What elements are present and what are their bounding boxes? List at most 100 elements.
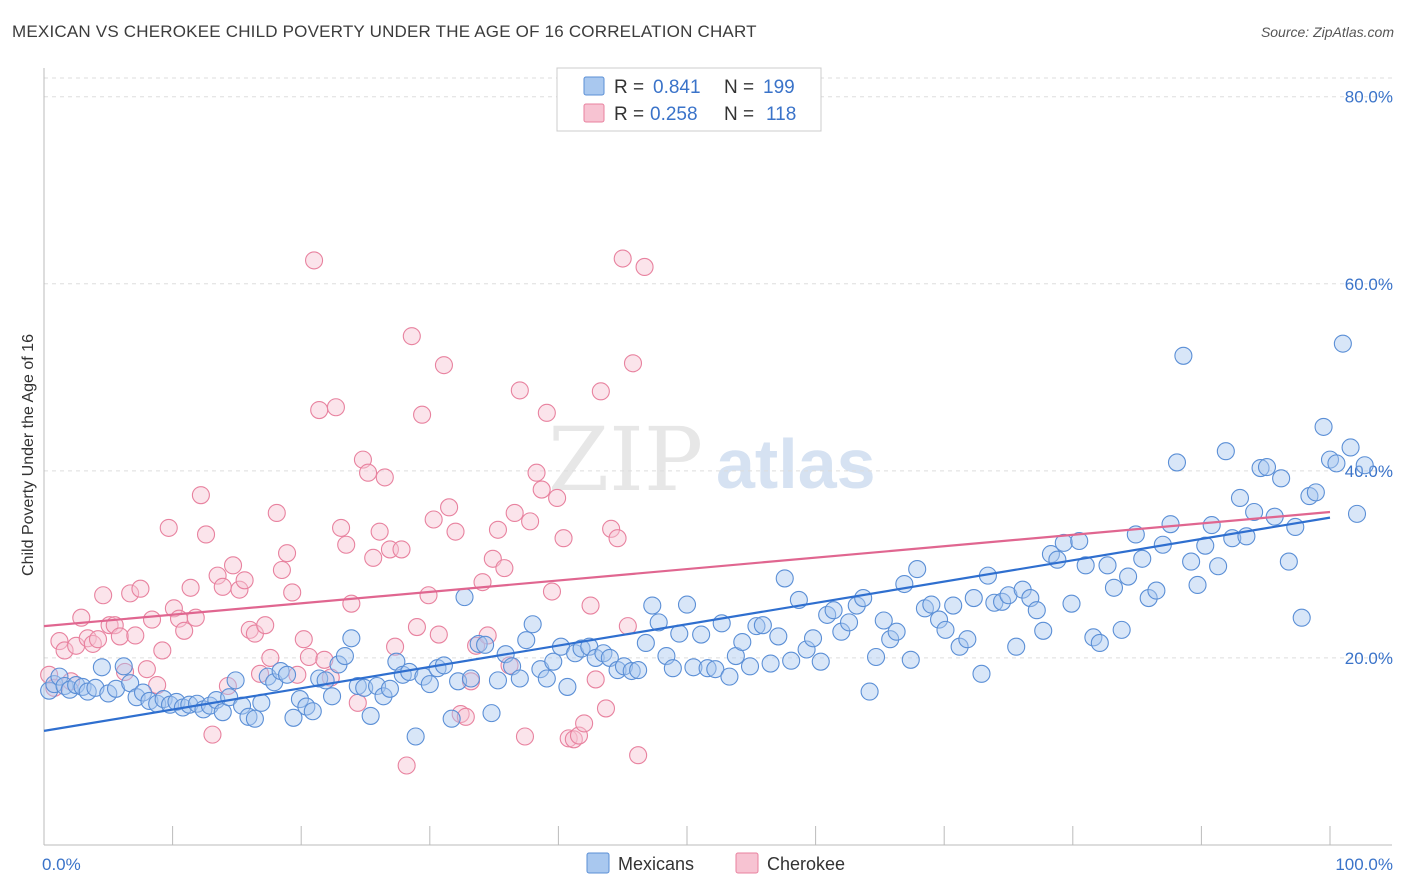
- mexicans-point: [469, 634, 488, 653]
- mexicans-point: [775, 569, 794, 588]
- mexicans-point: [1034, 621, 1053, 640]
- mexicans-point: [740, 657, 760, 676]
- cherokee-point: [467, 636, 486, 655]
- cherokee-point: [608, 529, 627, 548]
- cherokee-point: [267, 503, 286, 522]
- cherokee-point: [256, 616, 275, 635]
- mexicans-point: [342, 629, 361, 648]
- cherokee-point: [364, 548, 383, 567]
- mexicans-point: [406, 727, 425, 746]
- mexicans-point: [922, 595, 941, 614]
- cherokee-point: [397, 756, 416, 775]
- legend-swatch-cherokee: [583, 103, 605, 123]
- mexicans-point: [1119, 567, 1138, 586]
- mexicans-point: [1333, 334, 1352, 353]
- cherokee-point: [559, 729, 578, 748]
- cherokee-point: [159, 518, 178, 537]
- cherokee-point: [402, 327, 421, 346]
- mexicans-point: [544, 652, 563, 671]
- mexicans-point: [1174, 346, 1193, 365]
- mexicans-point: [92, 658, 111, 677]
- mexicans-point: [1347, 504, 1367, 523]
- cherokee-point: [375, 468, 394, 487]
- mexicans-point: [1279, 552, 1298, 571]
- legend-r-label: R =: [614, 104, 644, 125]
- mexicans-point: [692, 625, 711, 644]
- mexicans-point: [629, 661, 648, 680]
- mexicans-point: [361, 706, 380, 725]
- mexicans-point: [881, 630, 900, 649]
- mexicans-point: [517, 631, 536, 650]
- cherokee-point: [596, 699, 616, 718]
- mexicans-point: [839, 613, 859, 632]
- cherokee-point: [510, 381, 529, 400]
- y-tick-label: 80.0%: [1345, 88, 1393, 107]
- mexicans-point: [824, 601, 843, 620]
- mexicans-point: [747, 617, 766, 636]
- mexicans-point: [1133, 549, 1152, 568]
- cherokee-point: [137, 660, 156, 679]
- mexicans-point: [811, 652, 830, 671]
- mexicans-point: [461, 669, 481, 688]
- mexicans-point: [488, 671, 508, 690]
- mexicans-point: [854, 589, 873, 608]
- cherokee-point: [164, 599, 183, 618]
- cherokee-point: [575, 714, 594, 733]
- cherokee-point: [434, 356, 453, 375]
- cherokee-point: [191, 486, 210, 505]
- cherokee-point: [196, 525, 216, 544]
- cherokee-point: [315, 650, 334, 669]
- mexicans-point: [1209, 557, 1228, 576]
- cherokee-point: [591, 382, 610, 401]
- cherokee-point: [488, 520, 508, 539]
- mexicans-point: [866, 647, 886, 667]
- cherokee-point: [386, 637, 405, 656]
- mexicans-point: [316, 671, 335, 690]
- legend-top: R = 0.841 N = 199 R = 0.258 N = 118: [556, 67, 822, 132]
- cherokee-point: [495, 559, 514, 578]
- mexicans-point: [323, 687, 342, 706]
- mexicans-point: [67, 676, 86, 695]
- mexicans-point: [245, 709, 264, 728]
- mexicans-point: [1161, 515, 1180, 534]
- legend-n-label: N =: [724, 77, 754, 98]
- mexicans-point: [643, 596, 662, 615]
- legend-bottom-label-cherokee: Cherokee: [767, 854, 845, 874]
- mexicans-point: [972, 664, 991, 683]
- cherokee-trend-line: [43, 510, 1331, 628]
- cherokee-point: [451, 704, 470, 724]
- axes: [43, 68, 1392, 846]
- mexicans-point: [944, 596, 963, 615]
- legend-r-label: R =: [614, 77, 644, 98]
- mexicans-point: [310, 669, 329, 688]
- mexicans-point: [1257, 458, 1277, 477]
- mexicans-point: [290, 690, 309, 709]
- mexicans-trend-line: [43, 516, 1331, 732]
- mexicans-point: [874, 611, 893, 630]
- cherokee-point: [629, 746, 648, 765]
- x-tick-label: 100.0%: [1335, 855, 1393, 874]
- cherokee-point: [332, 518, 351, 537]
- mexicans-point: [114, 657, 133, 676]
- cherokee-point: [424, 510, 443, 529]
- cherokee-point: [153, 641, 172, 660]
- mexicans-point: [936, 620, 955, 639]
- mexicans-point: [1054, 533, 1073, 552]
- legend-bottom-label-mexicans: Mexicans: [618, 854, 694, 874]
- mexicans-point: [698, 659, 717, 678]
- legend-bottom-swatch-cherokee: [735, 852, 759, 874]
- mexicans-point: [594, 644, 613, 663]
- cherokee-point: [305, 251, 324, 270]
- tick-labels: 20.0%40.0%60.0%80.0%0.0% 100.0%: [42, 88, 1393, 874]
- mexicans-point: [1147, 581, 1166, 600]
- mexicans-point: [374, 687, 393, 706]
- mexicans-point: [985, 593, 1004, 612]
- mexicans-point: [1112, 620, 1131, 639]
- cherokee-point: [203, 725, 222, 744]
- mexicans-point: [442, 709, 461, 728]
- mexicans-point: [1139, 589, 1158, 608]
- cherokee-point: [532, 480, 551, 499]
- cherokee-point: [602, 519, 621, 538]
- y-tick-label: 20.0%: [1345, 649, 1393, 668]
- cherokee-point: [181, 578, 200, 597]
